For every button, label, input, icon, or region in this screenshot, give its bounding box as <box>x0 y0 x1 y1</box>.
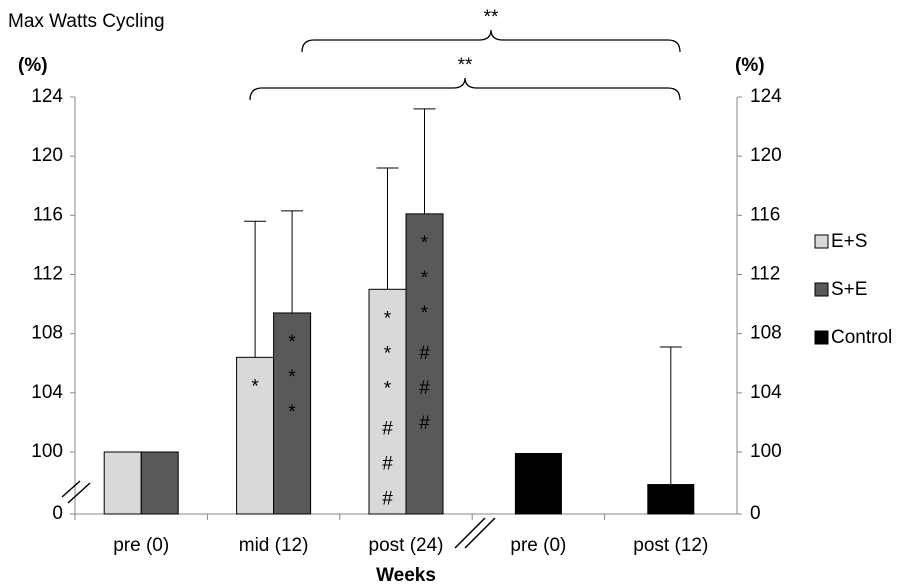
bar <box>405 213 444 515</box>
y-tick-label: 100 <box>31 441 63 462</box>
bar-annotation: # <box>382 418 393 439</box>
y2-tick-label: 100 <box>750 441 782 462</box>
bar-annotation: # <box>382 488 393 509</box>
bar <box>368 288 407 515</box>
significance-bracket <box>301 29 681 53</box>
y2-tick-label: 116 <box>750 204 780 225</box>
legend-label: S+E <box>831 279 867 300</box>
significance-bracket <box>249 77 681 101</box>
significance-label: ** <box>484 7 499 28</box>
bar-annotation: # <box>419 413 430 434</box>
x-tick-label: pre (0) <box>510 535 566 556</box>
break-mark <box>464 517 496 549</box>
legend-swatch <box>814 282 829 297</box>
y2-tick-label: 120 <box>750 145 782 166</box>
bar <box>103 451 142 515</box>
y-tick-label: 120 <box>31 145 63 166</box>
y-tick-label: 112 <box>33 264 63 285</box>
y-tick-label: 116 <box>33 204 63 225</box>
x-tick-label: post (12) <box>633 535 708 556</box>
bar-annotation: * <box>384 343 392 364</box>
bar-annotation: * <box>384 378 392 399</box>
bar-annotation: * <box>288 402 296 423</box>
bar <box>514 452 562 515</box>
bar-annotation: * <box>421 268 429 289</box>
bar-annotation: # <box>419 343 430 364</box>
bar-annotation: # <box>419 378 430 399</box>
bar <box>647 484 695 515</box>
significance-label: ** <box>458 55 473 76</box>
bar-annotation: # <box>382 453 393 474</box>
break-mark <box>67 482 91 504</box>
x-tick-label: post (24) <box>369 535 444 556</box>
y2-tick-label: 108 <box>750 323 782 344</box>
break-mark <box>454 517 486 549</box>
x-tick-label: mid (12) <box>239 535 309 556</box>
bar-annotation: * <box>384 308 392 329</box>
y-axis-label: (%) <box>18 55 48 76</box>
legend-label: Control <box>831 327 892 348</box>
y2-tick-label: 0 <box>750 503 761 524</box>
legend-swatch <box>814 234 829 249</box>
bar-annotation: * <box>421 303 429 324</box>
y2-tick-label: 112 <box>750 264 780 285</box>
y-tick-label: 104 <box>31 382 63 403</box>
y-tick-label: 108 <box>31 323 63 344</box>
axis-break <box>61 480 496 549</box>
x-axis-label: Weeks <box>376 565 436 586</box>
legend-swatch <box>814 330 829 345</box>
bar-annotation: * <box>251 376 259 397</box>
bar-annotation: * <box>288 367 296 388</box>
chart-title: Max Watts Cycling <box>8 11 165 32</box>
bar <box>140 451 179 515</box>
y-tick-label: 0 <box>52 503 63 524</box>
y-tick-label: 124 <box>31 86 63 107</box>
y2-tick-label: 124 <box>750 86 782 107</box>
legend-label: E+S <box>831 231 867 252</box>
y2-tick-label: 104 <box>750 382 782 403</box>
y2-axis-label: (%) <box>735 55 765 76</box>
bar <box>273 312 312 515</box>
bar-annotation: * <box>288 332 296 353</box>
bar-annotation: * <box>421 233 429 254</box>
x-tick-label: pre (0) <box>113 535 169 556</box>
break-mark <box>61 480 81 498</box>
